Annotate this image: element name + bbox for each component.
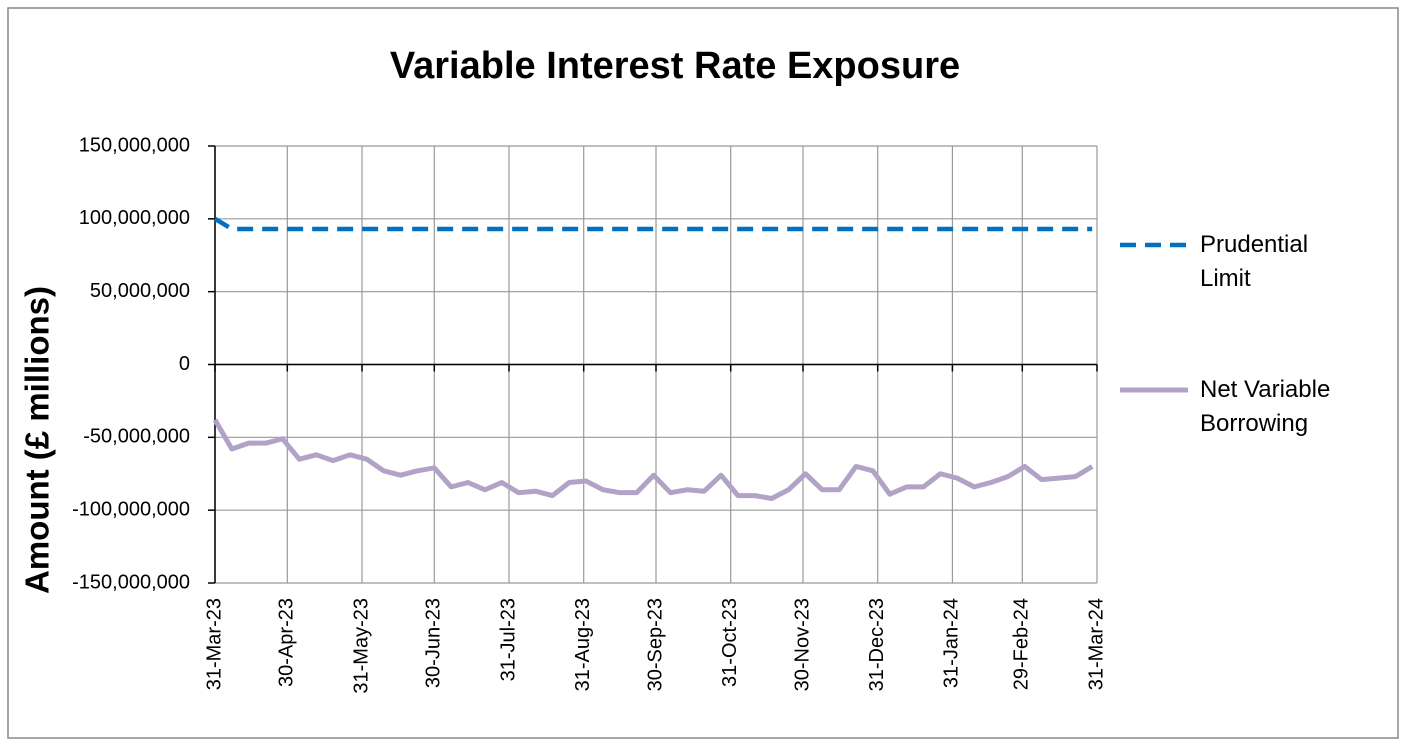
x-tick-label: 30-Apr-23 — [276, 598, 298, 687]
y-tick-label: 150,000,000 — [79, 134, 190, 156]
legend-label: Net Variable Borrowing — [1200, 376, 1331, 437]
chart-title: Variable Interest Rate Exposure — [390, 45, 960, 87]
y-tick-label: 0 — [179, 353, 190, 375]
x-tick-label: 30-Nov-23 — [791, 598, 813, 691]
x-tick-label: 31-Oct-23 — [719, 598, 741, 687]
x-tick-label: 31-Mar-23 — [203, 598, 225, 690]
y-axis-label: Amount (£ millions) — [19, 286, 56, 594]
y-tick-label: 50,000,000 — [90, 280, 190, 302]
x-tick-label: 31-Jul-23 — [497, 598, 519, 681]
x-tick-label: 31-May-23 — [350, 598, 372, 694]
x-tick-label: 29-Feb-24 — [1011, 598, 1033, 690]
line-series — [213, 216, 1093, 232]
y-tick-label: -100,000,000 — [72, 498, 190, 520]
line-series — [212, 418, 1094, 502]
x-tick-label: 31-Dec-23 — [866, 598, 888, 691]
y-tick-label: 100,000,000 — [79, 207, 190, 229]
x-tick-label: 31-Aug-23 — [572, 598, 594, 691]
chart-border — [7, 7, 1399, 739]
x-tick-label: 30-Sep-23 — [644, 598, 666, 691]
x-tick-label: 31-Mar-24 — [1085, 598, 1107, 690]
y-tick-label: -50,000,000 — [83, 426, 190, 448]
y-tick-label: -150,000,000 — [72, 571, 190, 593]
x-tick-label: 30-Jun-23 — [423, 598, 445, 688]
x-tick-label: 31-Jan-24 — [941, 598, 963, 688]
legend-label: Prudential Limit — [1200, 231, 1309, 292]
